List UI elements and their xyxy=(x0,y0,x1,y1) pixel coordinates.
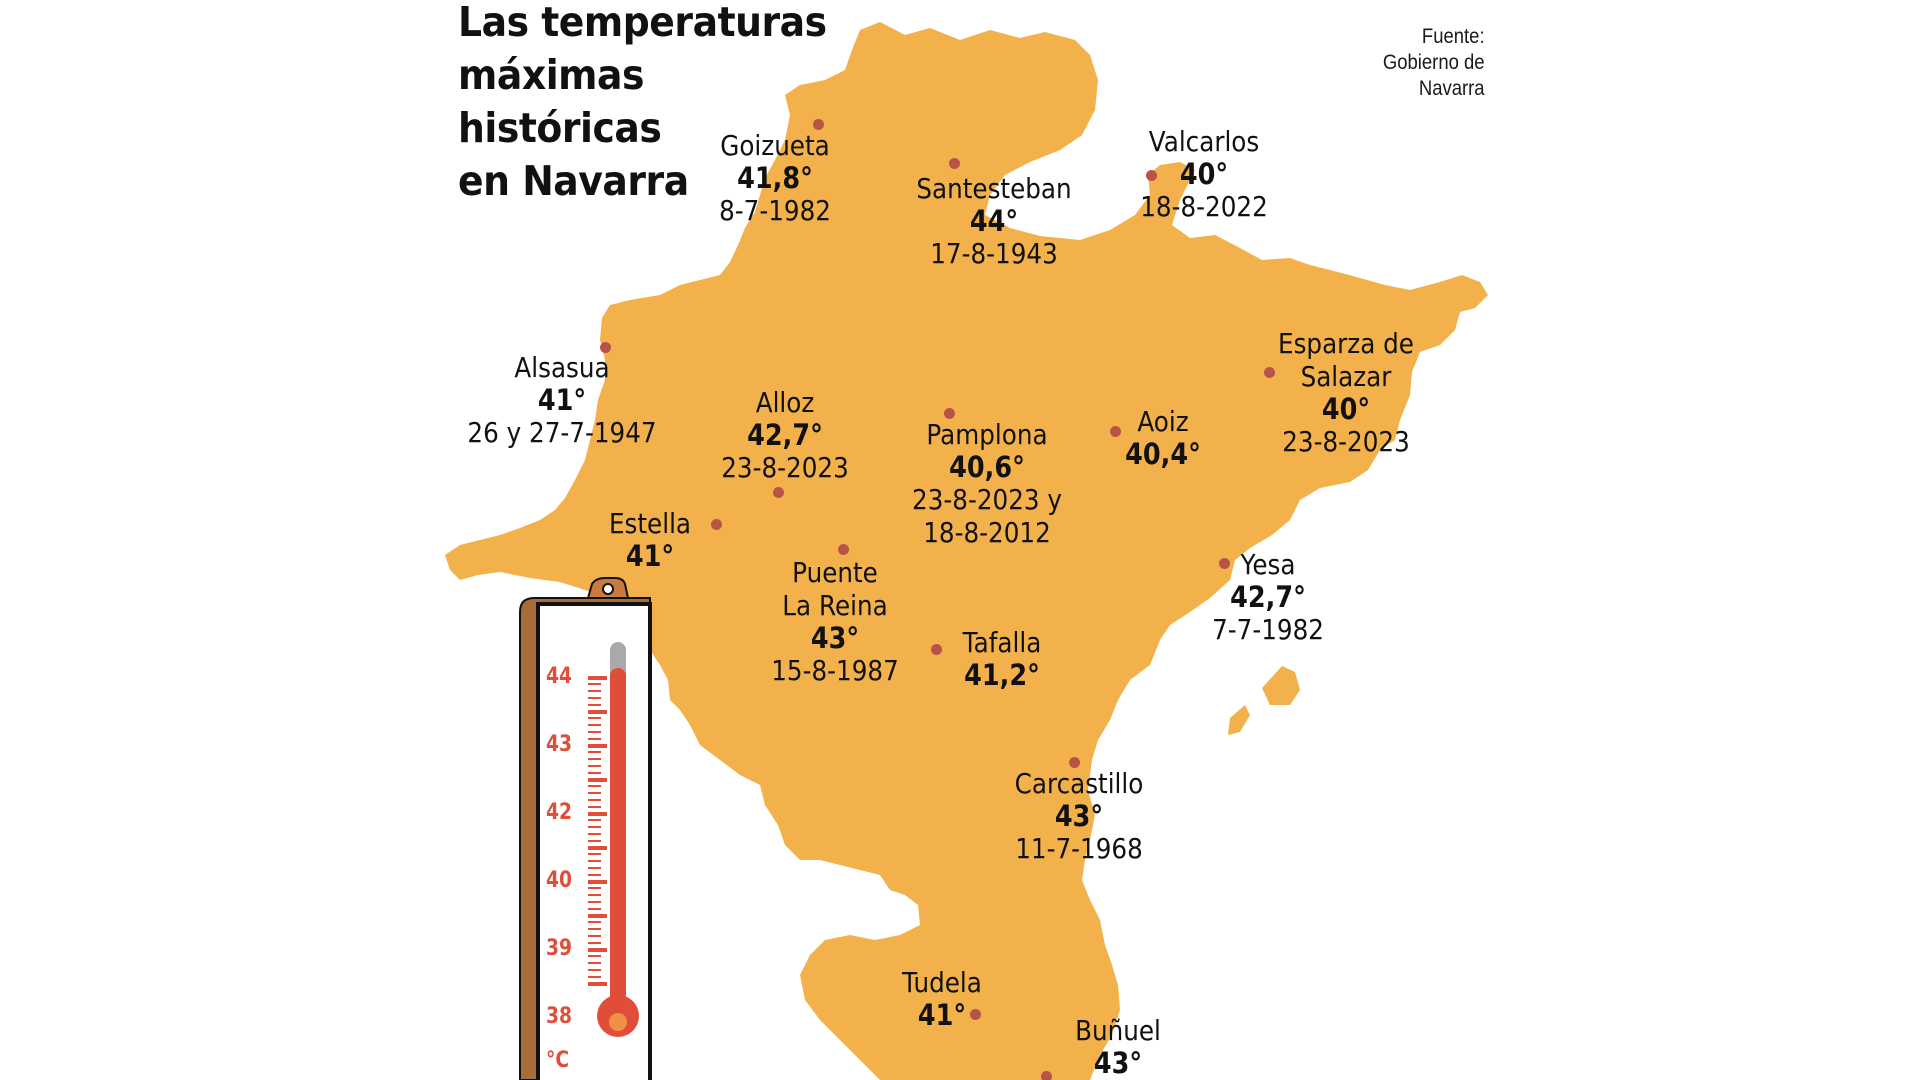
city-label-bunuel: Buñuel 43° 7-7-2015 xyxy=(1054,1014,1181,1080)
city-date: 15-8-1987 xyxy=(771,654,899,687)
source-line: Gobierno de xyxy=(1383,51,1485,74)
thermometer-label: 42 xyxy=(546,800,573,825)
city-label-carcastillo: Carcastillo 43° 11-7-1968 xyxy=(1006,767,1152,865)
city-label-valcarlos: Valcarlos 40° 18-8-2022 xyxy=(1132,125,1277,223)
city-label-estella: Estella 41° xyxy=(603,507,696,572)
city-temp: 41° xyxy=(537,383,587,417)
map-title: Las temperaturas máximas históricas en N… xyxy=(458,0,827,208)
source-line: Navarra xyxy=(1419,77,1485,100)
city-label-puente-la-reina: Puente La Reina 43° 15-8-1987 xyxy=(763,556,908,687)
city-name: Alsasua xyxy=(514,351,610,384)
city-name: Buñuel xyxy=(1075,1014,1161,1047)
title-line: en Navarra xyxy=(458,157,689,205)
city-temp: 42,7° xyxy=(1230,580,1306,614)
city-label-esparza-de-salazar: Esparza de Salazar 40° 23-8-2023 xyxy=(1269,327,1423,458)
title-line: Las temperaturas xyxy=(458,0,827,46)
source-note: Fuente: Gobierno de Navarra xyxy=(1383,24,1485,102)
city-date: 7-7-1982 xyxy=(1212,613,1324,646)
city-temp: 41° xyxy=(625,539,675,573)
city-date: 23-8-2023 xyxy=(1282,425,1410,458)
city-marker-puente-la-reina xyxy=(837,543,849,555)
city-date: 26 y 27-7-1947 xyxy=(467,416,657,449)
city-temp: 42,7° xyxy=(747,418,823,452)
city-date: 8-7-1982 xyxy=(719,194,831,227)
city-temp: 43° xyxy=(1093,1046,1143,1080)
city-label-pamplona: Pamplona 40,6° 23-8-2023 y 18-8-2012 xyxy=(902,418,1072,549)
city-label-yesa: Yesa 42,7° 7-7-1982 xyxy=(1204,548,1331,646)
city-name: Santesteban xyxy=(916,172,1072,205)
city-label-tudela: Tudela 41° xyxy=(897,966,988,1031)
city-marker-alsasua xyxy=(599,341,611,353)
city-marker-valcarlos xyxy=(1145,169,1157,181)
city-label-santesteban: Santesteban 44° 17-8-1943 xyxy=(906,172,1082,270)
city-marker-goizueta xyxy=(812,118,824,130)
city-marker-tafalla xyxy=(930,643,942,655)
city-temp: 43° xyxy=(810,621,860,655)
city-temp: 40,6° xyxy=(949,450,1025,484)
city-marker-pamplona xyxy=(943,407,955,419)
city-marker-esparza xyxy=(1263,366,1275,378)
navarra-enclave-shape xyxy=(1228,705,1250,735)
city-name: Goizueta xyxy=(720,129,830,162)
city-date: 17-8-1943 xyxy=(930,237,1058,270)
city-date: 23-8-2023 y xyxy=(912,483,1062,516)
navarra-enclave-shape xyxy=(1262,666,1300,705)
city-marker-aoiz xyxy=(1109,425,1121,437)
city-name: Pamplona xyxy=(926,418,1048,451)
city-name: La Reina xyxy=(782,589,888,622)
city-name: Carcastillo xyxy=(1014,767,1144,800)
thermometer-unit: °C xyxy=(546,1048,570,1073)
thermometer-label: 43 xyxy=(546,732,573,757)
city-temp: 43° xyxy=(1054,799,1104,833)
city-name: Esparza de xyxy=(1278,327,1414,360)
city-name: Estella xyxy=(608,507,692,540)
thermometer-label: 40 xyxy=(546,868,573,893)
city-label-goizueta: Goizueta 41,8° 8-7-1982 xyxy=(711,129,838,227)
city-date: 18-8-2012 xyxy=(923,516,1051,549)
city-temp: 44° xyxy=(969,204,1019,238)
source-line: Fuente: xyxy=(1422,25,1485,48)
thermometer-label: 38 xyxy=(546,1004,573,1029)
navarra-region-shape xyxy=(445,22,1488,1080)
city-marker-alloz xyxy=(772,486,784,498)
city-name: Puente xyxy=(792,556,878,589)
title-line: históricas xyxy=(458,104,662,152)
city-name: Yesa xyxy=(1240,548,1296,581)
city-temp: 40° xyxy=(1179,157,1229,191)
city-marker-carcastillo xyxy=(1068,756,1080,768)
city-name: Tudela xyxy=(902,966,982,999)
city-temp: 41,8° xyxy=(737,161,813,195)
city-marker-santesteban xyxy=(948,157,960,169)
city-marker-estella xyxy=(710,518,722,530)
city-marker-tudela xyxy=(969,1008,981,1020)
city-date: 11-7-1968 xyxy=(1015,832,1143,865)
city-label-aoiz: Aoiz 40,4° xyxy=(1120,405,1206,470)
city-name: Tafalla xyxy=(962,626,1042,659)
city-name: Salazar xyxy=(1300,360,1392,393)
city-marker-yesa xyxy=(1218,557,1230,569)
city-label-tafalla: Tafalla 41,2° xyxy=(957,626,1046,691)
city-temp: 40° xyxy=(1321,392,1371,426)
city-name: Valcarlos xyxy=(1148,125,1260,158)
city-label-alsasua: Alsasua 41° 26 y 27-7-1947 xyxy=(455,351,670,449)
city-label-alloz: Alloz 42,7° 23-8-2023 xyxy=(713,386,858,484)
title-line: máximas xyxy=(458,51,645,99)
city-temp: 40,4° xyxy=(1125,437,1201,471)
city-date: 23-8-2023 xyxy=(721,451,849,484)
thermometer-label: 39 xyxy=(546,936,573,961)
city-name: Alloz xyxy=(755,386,815,419)
city-temp: 41° xyxy=(917,998,967,1032)
city-name: Aoiz xyxy=(1137,405,1189,438)
city-temp: 41,2° xyxy=(964,658,1040,692)
city-date: 18-8-2022 xyxy=(1140,190,1268,223)
thermometer-icon: 44 43 42 40 39 38 °C xyxy=(510,576,660,1080)
thermometer-label: 44 xyxy=(546,664,573,689)
city-marker-bunuel xyxy=(1040,1070,1052,1080)
